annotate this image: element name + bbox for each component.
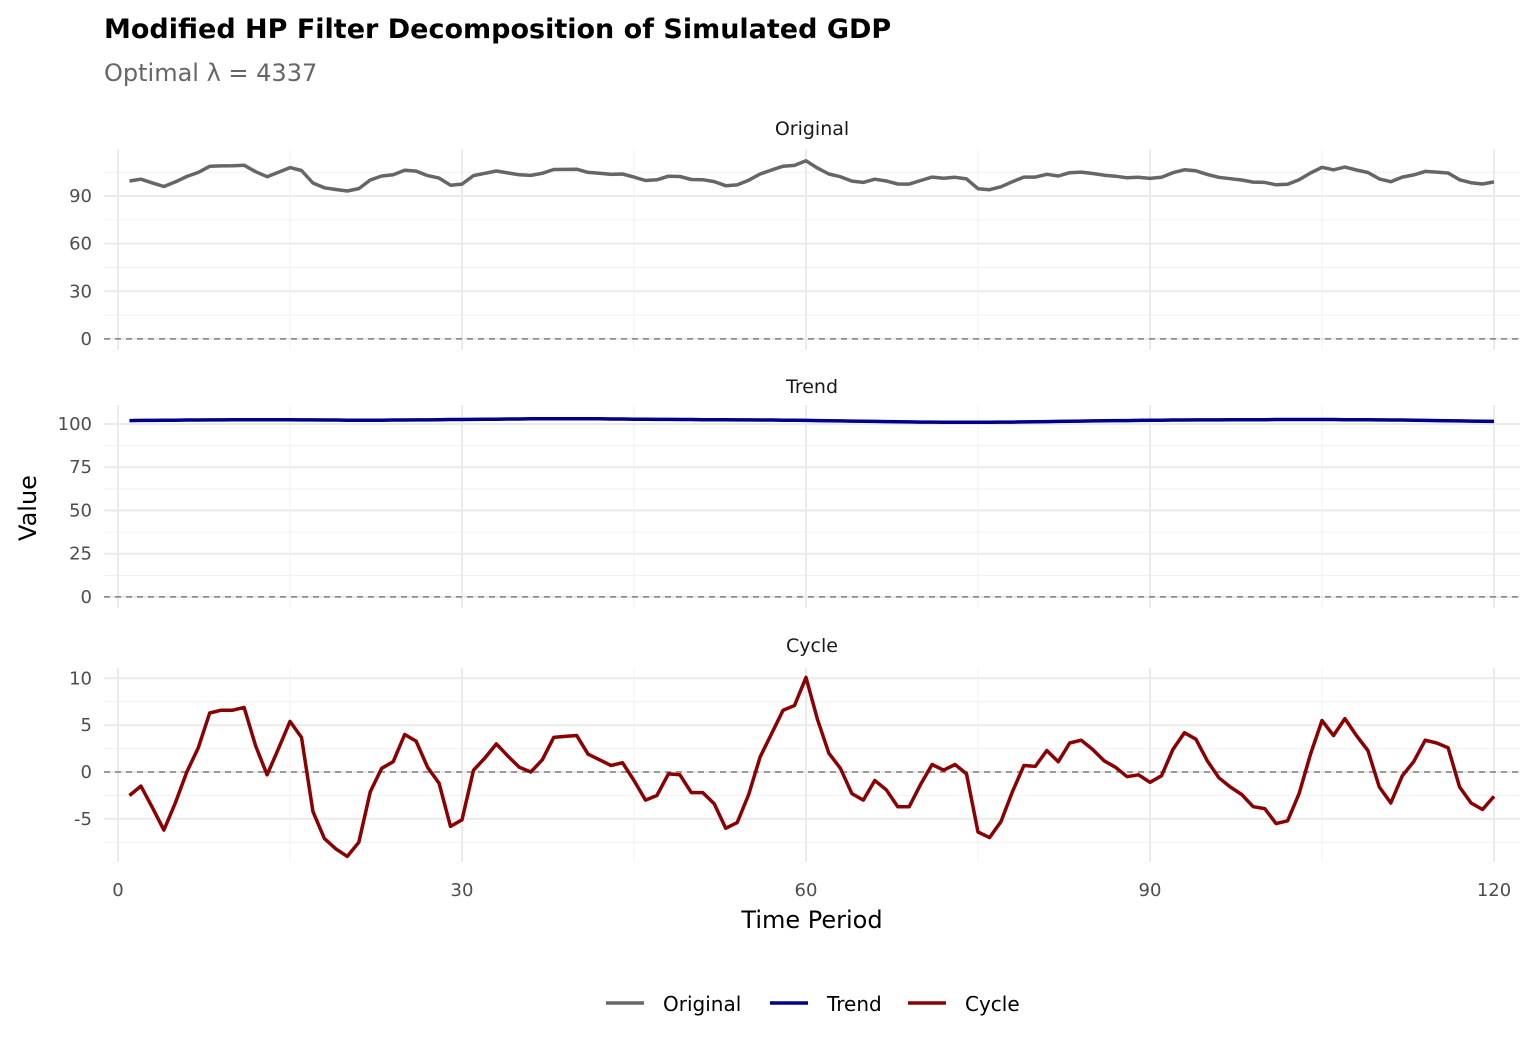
y-tick-label: 30 — [69, 281, 92, 302]
legend-item-original: Original — [606, 992, 741, 1016]
y-tick-label: 100 — [58, 414, 92, 435]
facet-strip-label: Original — [775, 118, 849, 140]
chart-subtitle: Optimal λ = 4337 — [104, 59, 317, 87]
legend-label: Trend — [826, 992, 882, 1016]
facet-strip-label: Cycle — [786, 635, 838, 657]
legend-label: Cycle — [965, 992, 1020, 1016]
x-axis-title: Time Period — [740, 906, 882, 934]
x-tick-label: 90 — [1139, 880, 1162, 901]
y-tick-label: 60 — [69, 234, 92, 255]
series-line-cycle — [128, 675, 1496, 859]
y-tick-label: 0 — [81, 762, 92, 783]
x-tick-label: 0 — [112, 880, 123, 901]
y-tick-label: 50 — [69, 500, 92, 521]
y-tick-label: 75 — [69, 457, 92, 478]
y-tick-label: -5 — [74, 809, 92, 830]
facet-panels: 0 30 60 90 Original 0 25 50 75 100 Trend -5 0 5 10 Cycl… — [58, 118, 1520, 862]
series-line-trend — [129, 417, 1495, 425]
legend-item-cycle: Cycle — [908, 992, 1020, 1016]
x-tick-label: 120 — [1477, 880, 1511, 901]
y-tick-label: 0 — [81, 587, 92, 608]
y-tick-label: 0 — [81, 329, 92, 350]
legend-item-trend: Trend — [770, 992, 882, 1016]
x-tick-label: 60 — [795, 880, 818, 901]
legend: Original Trend Cycle — [606, 992, 1020, 1016]
y-tick-label: 10 — [69, 668, 92, 689]
y-tick-label: 90 — [69, 186, 92, 207]
series-line-original — [129, 159, 1495, 193]
y-tick-label: 25 — [69, 544, 92, 565]
y-axis-title: Value — [14, 475, 42, 541]
panel-trend: 0 25 50 75 100 Trend — [58, 376, 1520, 608]
x-tick-label: 30 — [451, 880, 474, 901]
chart-title: Modified HP Filter Decomposition of Simu… — [104, 14, 891, 45]
y-tick-label: 5 — [81, 715, 92, 736]
facet-strip-label: Trend — [785, 376, 838, 398]
x-axis: 0 30 60 90 120 — [112, 880, 1511, 901]
panel-original: 0 30 60 90 Original — [69, 118, 1520, 350]
panel-cycle: -5 0 5 10 Cycle — [69, 635, 1520, 862]
legend-label: Original — [663, 992, 741, 1016]
